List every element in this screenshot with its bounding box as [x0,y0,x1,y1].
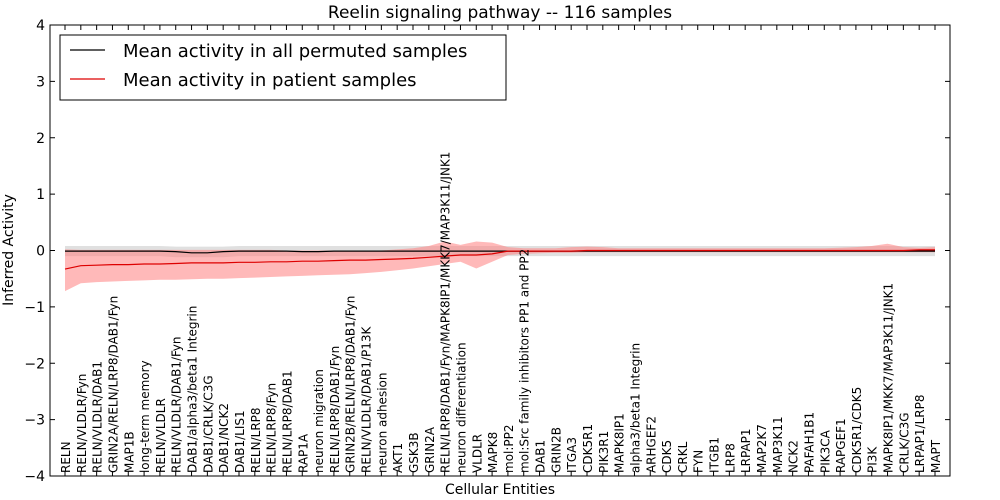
legend-label-permuted: Mean activity in all permuted samples [123,41,467,62]
chart-title: Reelin signaling pathway -- 116 samples [328,3,672,23]
x-tick-label: long-term memory [138,360,152,473]
x-axis-label: Cellular Entities [445,482,555,498]
series-lines [64,249,936,270]
x-tick-label: ARHGEF2 [644,416,658,473]
x-tick-label: MAP3K11 [771,416,785,473]
x-tick-label: LRPAP1 [739,428,753,473]
x-tick-label: RELN/LRP8/DAB1/Fyn [328,346,342,473]
x-tick-label: CRLK/C3G [897,412,911,473]
y-tick-label: 4 [36,18,45,34]
x-tick-label: GRIN2A [423,426,437,473]
x-tick-label: RELN [59,441,73,473]
x-tick-label: DAB1 [534,440,548,473]
x-tick-label: MAP1B [122,431,136,473]
x-tick-label: PI3K [866,446,880,473]
x-tick-label: neuron differentiation [455,342,469,473]
x-tick-label: VLDLR [470,434,484,473]
line-series-1 [64,249,935,270]
x-tick-label: RAPGEF1 [834,418,848,473]
x-tick-label: CDK5R1 [581,424,595,473]
confidence-bands [65,241,935,292]
y-tick-label: −3 [24,413,45,429]
x-tick-label: GRIN2B/RELN/LRP8/DAB1/Fyn [344,296,358,473]
x-tick-label: MAPK8IP1 [613,413,627,473]
x-tick-label: RAP1A [296,433,310,473]
x-tick-label: FYN [692,450,706,473]
y-axis-label: Inferred Activity [1,194,17,306]
x-tick-label: CRKL [676,441,690,473]
band-series-1 [65,241,935,292]
x-tick-label: DAB1/CRLK/C3G [201,375,215,473]
x-tick-label: DAB1/NCK2 [217,403,231,473]
x-tick-label: MAPK8IP1/MKK7/MAP3K11/JNK1 [882,283,896,473]
y-tick-label: 3 [36,74,45,90]
x-tick-label: MAPK8 [486,432,500,473]
x-tick-label: PIK3R1 [597,431,611,473]
y-tick-label: −4 [24,469,45,485]
x-tick-label: AKT1 [391,443,405,473]
x-tick-label: RELN/LRP8 [249,407,263,473]
x-tick-label: GRIN2B [549,427,563,473]
x-tick-label: RELN/VLDLR/DAB1/Fyn [170,336,184,472]
x-tick-label: neuron adhesion [375,373,389,474]
x-tick-label: MAP2K7 [755,424,769,473]
x-tick-label: MAPT [929,439,943,473]
x-tick-label: neuron migration [312,369,326,473]
y-tick-label: 0 [36,244,45,260]
legend-box [59,34,507,101]
y-tick-label: 1 [36,187,45,203]
x-tick-label: RELN/VLDLR/DAB1 [91,361,105,473]
y-axis: 4 3 2 1 0 −1 −2 −3 −4 [24,18,950,485]
x-tick-label: LRPAP1/LRP8 [913,395,927,474]
x-tick-label: ITGB1 [708,437,722,473]
x-tick-label: LRP8 [723,443,737,473]
x-tick-label: RELN/LRP8/DAB1/Fyn/MAPK8IP1/MKK7/MAP3K11… [439,152,453,473]
x-tick-label: RELN/VLDLR/DAB1/P13K [360,325,374,472]
x-tick-label: mol:PP2 [502,424,516,473]
y-tick-label: 2 [36,131,45,147]
x-axis: RELN RELN/VLDLR/Fyn RELN/VLDLR/DAB1 GRIN2A/… [59,25,943,476]
x-tick-label: GSK3B [407,432,421,473]
legend-label-patient: Mean activity in patient samples [123,70,417,91]
x-tick-label: RELN/VLDLR [154,398,168,473]
x-tick-label: NCK2 [787,440,801,473]
x-tick-label: GRIN2A/RELN/LRP8/DAB1/Fyn [107,296,121,473]
legend: Mean activity in all permuted samples Me… [59,34,507,101]
x-tick-label: CDK5 [660,440,674,473]
x-tick-label: RELN/VLDLR/Fyn [75,374,89,473]
x-tick-label: DAB1/LIS1 [233,410,247,473]
x-tick-label: PIK3CA [818,429,832,473]
x-tick-label: RELN/LRP8/Fyn [265,383,279,473]
x-tick-label: CDK5R1/CDK5 [850,387,864,473]
x-tick-label: PAFAH1B1 [803,412,817,473]
y-tick-label: −2 [24,356,45,372]
x-tick-label: mol:Src family inhibitors PP1 and PP2 [518,249,532,473]
y-tick-label: −1 [24,300,45,316]
x-tick-label: alpha3/beta1 Integrin [629,343,643,473]
x-tick-label: RELN/LRP8/DAB1 [281,370,295,473]
x-tick-label: DAB1/alpha3/beta1 Integrin [186,306,200,473]
x-tick-label: ITGA3 [565,437,579,473]
